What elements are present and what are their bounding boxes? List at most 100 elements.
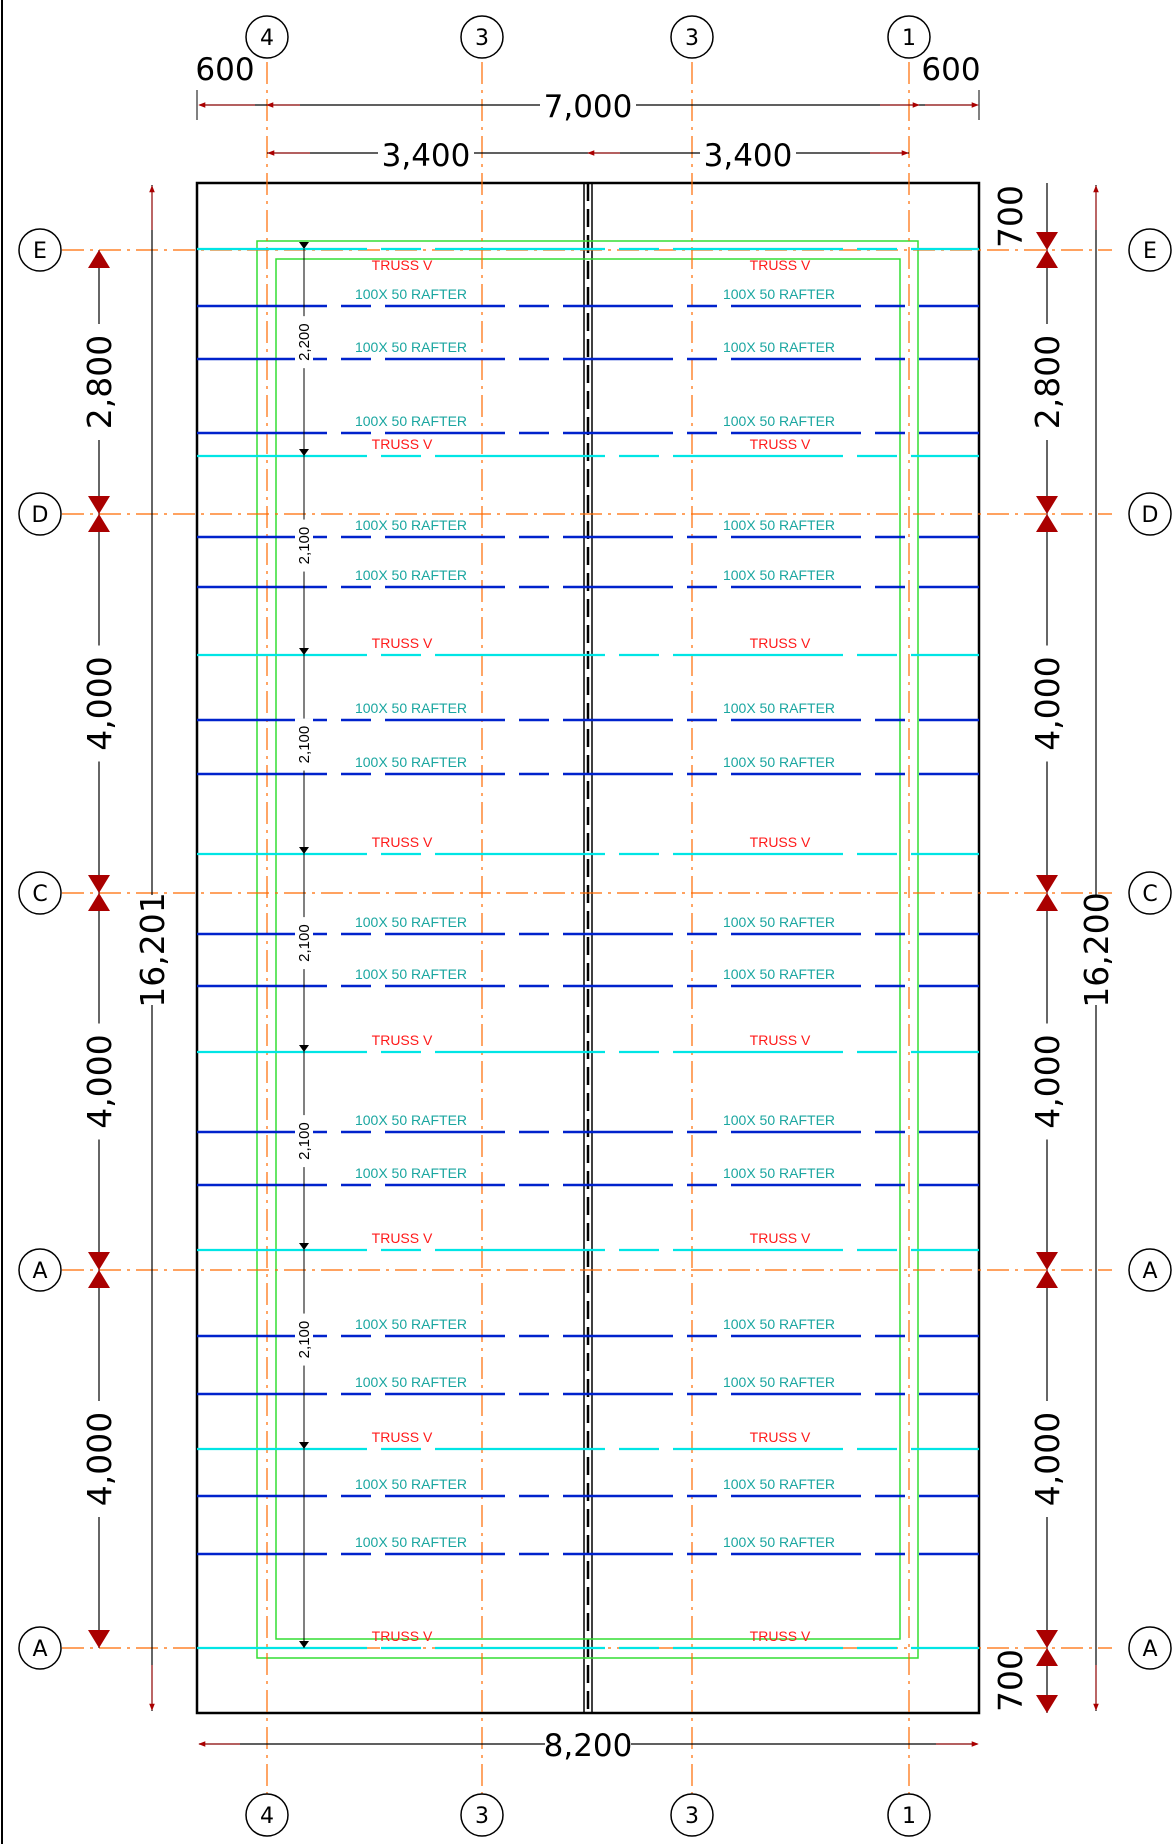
right-span-label: 2,800 [1028, 335, 1067, 429]
left-span-arrow-up [88, 1270, 110, 1288]
dim-bay-right: 3,400 [704, 138, 793, 174]
rafter-label: 100X 50 RAFTER [723, 567, 835, 583]
spacing-mask [295, 1313, 313, 1366]
truss-label: TRUSS V [750, 635, 811, 651]
spacing-tick-arrow [299, 847, 309, 854]
right-span-label: 4,000 [1028, 1034, 1067, 1128]
rafter-label: 100X 50 RAFTER [355, 1534, 467, 1550]
right-span-mask [1028, 645, 1066, 762]
left-span-mask [80, 1401, 118, 1517]
dim-left-overall: 16,201 [133, 892, 172, 1007]
grid-bubble-right-circle [1128, 871, 1172, 915]
grid-bubble-left-circle [18, 871, 62, 915]
left-span-mask [80, 324, 118, 440]
right-span-arrow-down [1036, 875, 1058, 893]
grid-bubble-top-circle [887, 15, 931, 59]
left-span-label: 4,000 [80, 656, 119, 750]
truss-label: TRUSS V [372, 1032, 433, 1048]
spacing-tick-arrow [299, 1045, 309, 1052]
dim-bay-left: 3,400 [382, 138, 471, 174]
grid-bubble-bottom-circle [245, 1793, 289, 1837]
rafter-label: 100X 50 RAFTER [355, 1112, 467, 1128]
truss-label: TRUSS V [750, 834, 811, 850]
truss-label: TRUSS V [372, 436, 433, 452]
right-span-mask [1028, 1401, 1066, 1517]
grid-bubble-top-circle [460, 15, 504, 59]
spacing-tick-arrow [299, 1641, 309, 1648]
grid-bubble-right-circle [1128, 492, 1172, 536]
grid-bubble-right-circle [1128, 1248, 1172, 1292]
truss-spacing-label: 2,100 [296, 1321, 313, 1359]
rafter-label: 100X 50 RAFTER [723, 966, 835, 982]
rafter-label: 100X 50 RAFTER [355, 1316, 467, 1332]
right-span-label: 4,000 [1028, 1412, 1067, 1506]
truss-label: TRUSS V [750, 1628, 811, 1644]
left-span-mask [80, 1023, 118, 1140]
truss-label: TRUSS V [750, 1230, 811, 1246]
rafter-label: 100X 50 RAFTER [723, 700, 835, 716]
spacing-tick-arrow [299, 648, 309, 655]
wall-outline-inner [275, 258, 901, 1640]
rafter-label: 100X 50 RAFTER [723, 1112, 835, 1128]
right-span-mask [1028, 324, 1066, 440]
grid-bubble-left-circle [18, 492, 62, 536]
grid-bubble-bottom-circle [887, 1793, 931, 1837]
grid-bubble-bottom-label: 1 [902, 1804, 916, 1829]
right-span-label: 700 [991, 1649, 1030, 1712]
grid-bubble-top-label: 1 [902, 26, 916, 51]
right-span-label: 700 [991, 185, 1030, 248]
grid-bubble-right-label: D [1142, 503, 1159, 528]
spacing-tick-arrow [299, 1442, 309, 1449]
spacing-tick-arrow [299, 1243, 309, 1250]
grid-bubble-bottom-circle [460, 1793, 504, 1837]
left-span-arrow-down [88, 1252, 110, 1270]
dim-overall-top: 7,000 [544, 89, 633, 125]
rafter-label: 100X 50 RAFTER [723, 1165, 835, 1181]
right-span-arrow-down [1036, 232, 1058, 250]
truss-spacing-label: 2,200 [296, 323, 313, 361]
grid-bubble-bottom-label: 4 [260, 1804, 274, 1829]
truss-label: TRUSS V [372, 1628, 433, 1644]
right-span-arrow-up [1036, 1270, 1058, 1288]
grid-bubble-top-label: 3 [475, 26, 489, 51]
grid-bubble-left-label: A [32, 1259, 47, 1284]
spacing-mask [295, 316, 313, 369]
left-span-arrow-down [88, 496, 110, 514]
rafter-label: 100X 50 RAFTER [355, 914, 467, 930]
truss-label: TRUSS V [750, 1032, 811, 1048]
spacing-mask [295, 1115, 313, 1168]
dim-right-overall: 16,200 [1077, 892, 1116, 1007]
rafter-label: 100X 50 RAFTER [723, 517, 835, 533]
grid-bubble-left-circle [18, 228, 62, 272]
grid-bubble-right-label: A [1142, 1637, 1157, 1662]
right-span-arrow-down [1036, 1695, 1058, 1713]
dim-mask-left-overall [133, 895, 173, 1005]
dim-mask-bay-left [378, 137, 474, 171]
dim-mask-bottom [545, 1727, 631, 1761]
spacing-mask [295, 718, 313, 771]
rafter-label: 100X 50 RAFTER [723, 413, 835, 429]
grid-bubble-top-circle [245, 15, 289, 59]
rafter-label: 100X 50 RAFTER [723, 1534, 835, 1550]
grid-bubble-bottom-label: 3 [685, 1804, 699, 1829]
rafter-label: 100X 50 RAFTER [355, 286, 467, 302]
right-span-arrow-up [1036, 250, 1058, 268]
grid-bubble-top-label: 4 [260, 26, 274, 51]
grid-bubble-left-label: E [33, 239, 47, 264]
right-span-arrow-up [1036, 1648, 1058, 1666]
grid-bubble-right-circle [1128, 228, 1172, 272]
spacing-tick-arrow [299, 242, 309, 249]
truss-label: TRUSS V [372, 257, 433, 273]
grid-bubble-left-label: D [32, 503, 49, 528]
rafter-label: 100X 50 RAFTER [355, 754, 467, 770]
rafter-label: 100X 50 RAFTER [355, 567, 467, 583]
truss-label: TRUSS V [372, 635, 433, 651]
rafter-label: 100X 50 RAFTER [355, 1374, 467, 1390]
spacing-tick-arrow [299, 449, 309, 456]
grid-bubble-right-label: E [1143, 239, 1157, 264]
wall-outline-outer [256, 240, 919, 1659]
dim-overhang-left: 600 [195, 52, 254, 88]
grid-bubble-bottom-label: 3 [475, 1804, 489, 1829]
spacing-mask [295, 917, 313, 970]
dim-overhang-right: 600 [921, 52, 980, 88]
